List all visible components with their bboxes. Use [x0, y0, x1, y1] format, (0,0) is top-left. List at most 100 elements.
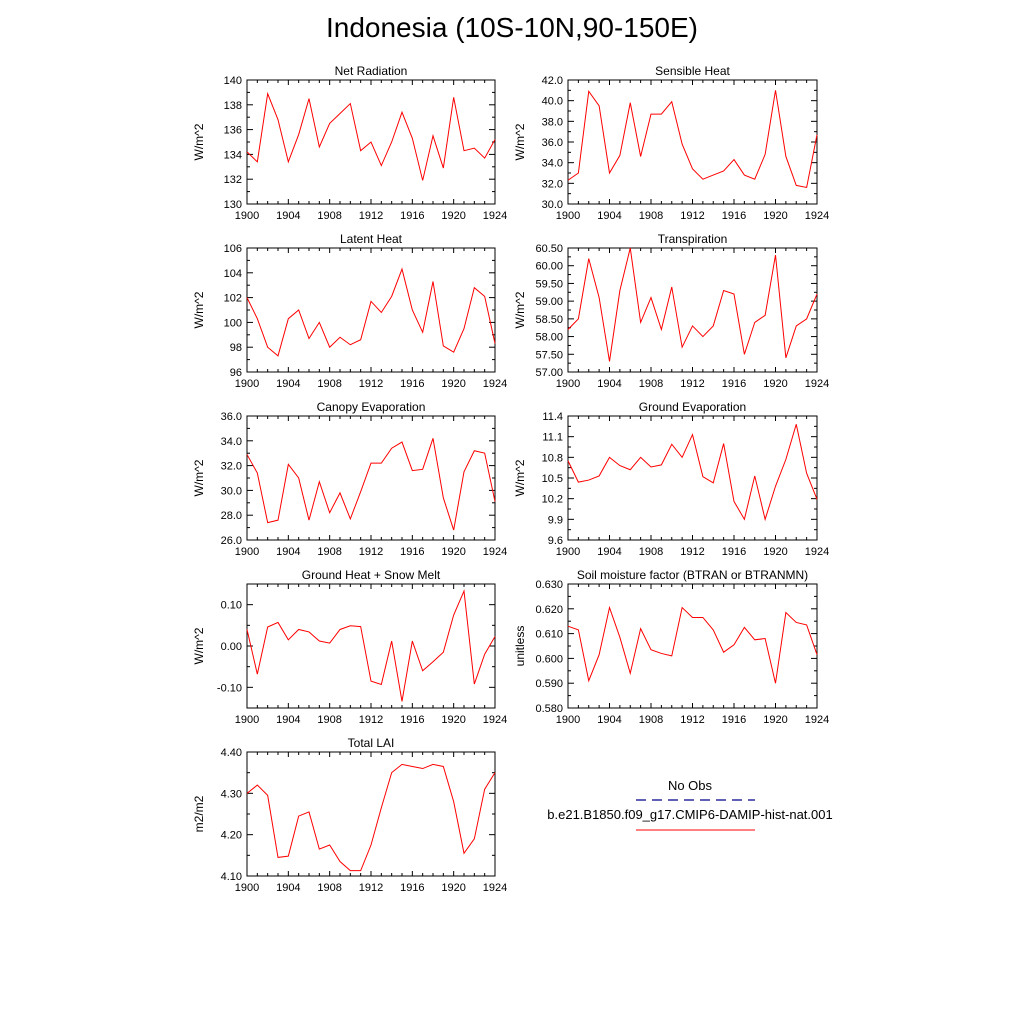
- x-tick-label: 1920: [763, 546, 787, 558]
- x-tick-label: 1912: [680, 546, 704, 558]
- x-tick-label: 1916: [400, 378, 424, 390]
- y-tick-label: 9.6: [548, 535, 563, 547]
- y-tick-label: 4.10: [221, 871, 242, 883]
- x-tick-label: 1908: [639, 378, 663, 390]
- y-tick-label: 32.0: [221, 461, 242, 473]
- y-tick-label: 40.0: [542, 96, 563, 108]
- x-tick-label: 1904: [597, 714, 621, 726]
- y-tick-label: 11.4: [542, 411, 563, 423]
- x-tick-label: 1904: [276, 882, 300, 894]
- y-tick-label: 132: [224, 174, 242, 186]
- y-tick-label: 102: [224, 293, 242, 305]
- y-tick-label: 42.0: [542, 75, 563, 87]
- y-tick-label: 0.620: [535, 604, 563, 616]
- x-tick-label: 1924: [805, 546, 829, 558]
- y-axis-label: W/m^2: [513, 459, 527, 496]
- x-tick-label: 1908: [317, 714, 341, 726]
- x-tick-label: 1916: [722, 546, 746, 558]
- series-line: [567, 247, 818, 362]
- x-tick-label: 1908: [317, 210, 341, 222]
- x-tick-label: 1912: [680, 210, 704, 222]
- x-tick-label: 1916: [400, 714, 424, 726]
- y-tick-label: 4.20: [221, 830, 242, 842]
- x-tick-label: 1924: [483, 546, 507, 558]
- y-tick-label: 34.0: [542, 158, 563, 170]
- chart-title: Ground Heat + Snow Melt: [302, 568, 441, 582]
- series-line: [567, 605, 818, 684]
- legend: No Obs b.e21.B1850.f09_g17.CMIP6-DAMIP-h…: [520, 778, 860, 848]
- x-tick-label: 1908: [639, 714, 663, 726]
- x-tick-label: 1916: [722, 378, 746, 390]
- y-tick-label: 32.0: [542, 178, 563, 190]
- x-tick-label: 1900: [235, 882, 259, 894]
- y-tick-label: 57.50: [535, 349, 563, 361]
- plot-frame: [567, 247, 818, 373]
- y-axis-label: W/m^2: [192, 459, 206, 496]
- y-tick-label: 11.1: [542, 432, 563, 444]
- x-tick-label: 1900: [556, 714, 580, 726]
- x-tick-label: 1924: [483, 210, 507, 222]
- x-tick-label: 1920: [763, 378, 787, 390]
- x-tick-label: 1912: [359, 378, 383, 390]
- legend-model-label: b.e21.B1850.f09_g17.CMIP6-DAMIP-hist-nat…: [547, 807, 833, 822]
- series-line: [567, 90, 818, 189]
- x-tick-label: 1900: [235, 714, 259, 726]
- series-line: [246, 91, 496, 181]
- y-tick-label: 59.00: [535, 296, 563, 308]
- y-tick-label: 9.9: [548, 514, 563, 526]
- chart-panel: Canopy Evaporation W/m^2 1900 1904 1908 1912 1…: [192, 400, 507, 558]
- x-tick-label: 1912: [359, 210, 383, 222]
- y-axis-label: W/m^2: [192, 627, 206, 664]
- chart-title: Canopy Evaporation: [317, 400, 426, 414]
- y-axis-label: W/m^2: [192, 291, 206, 328]
- y-tick-label: 138: [224, 100, 242, 112]
- x-tick-label: 1912: [359, 546, 383, 558]
- x-tick-label: 1900: [556, 378, 580, 390]
- plot-frame: [567, 79, 818, 205]
- x-tick-label: 1920: [441, 882, 465, 894]
- chart-panel: Transpiration W/m^2 1900 1904 1908 1912 1916 19…: [513, 232, 829, 390]
- chart-panel: Ground Evaporation W/m^2 1900 1904 1908 1912 1…: [513, 400, 829, 558]
- series-line: [246, 267, 496, 357]
- y-tick-label: 0.10: [221, 600, 242, 612]
- y-tick-label: 59.50: [535, 278, 563, 290]
- x-tick-label: 1924: [483, 882, 507, 894]
- x-tick-label: 1900: [235, 210, 259, 222]
- y-tick-label: 140: [224, 75, 242, 87]
- chart-title: Ground Evaporation: [639, 400, 746, 414]
- x-tick-label: 1924: [483, 378, 507, 390]
- y-tick-label: 58.50: [535, 314, 563, 326]
- y-tick-label: 10.2: [542, 494, 563, 506]
- chart-title: Latent Heat: [340, 232, 403, 246]
- chart-panel: Latent Heat W/m^2 1900 1904 1908 1912 1916 1920…: [192, 232, 507, 390]
- y-tick-label: 96: [230, 367, 242, 379]
- plot-frame: [567, 583, 818, 709]
- y-tick-label: 4.40: [221, 747, 242, 759]
- page-title: Indonesia (10S-10N,90-150E): [325, 12, 698, 43]
- x-tick-label: 1920: [763, 714, 787, 726]
- legend-obs-swatch: [636, 799, 755, 801]
- x-tick-label: 1924: [805, 210, 829, 222]
- y-tick-label: 0.600: [535, 653, 563, 665]
- x-tick-label: 1912: [359, 882, 383, 894]
- chart-title: Transpiration: [658, 232, 728, 246]
- x-tick-label: 1920: [441, 714, 465, 726]
- chart-title: Total LAI: [348, 736, 395, 750]
- x-tick-label: 1916: [400, 882, 424, 894]
- y-tick-label: 0.630: [535, 579, 563, 591]
- x-tick-label: 1908: [639, 210, 663, 222]
- y-tick-label: 106: [224, 243, 242, 255]
- y-tick-label: 134: [224, 149, 242, 161]
- x-tick-label: 1908: [639, 546, 663, 558]
- y-tick-label: 28.0: [221, 510, 242, 522]
- chart-panel: Soil moisture factor (BTRAN or BTRANMN) u…: [513, 568, 829, 726]
- x-tick-label: 1920: [441, 210, 465, 222]
- x-tick-label: 1904: [597, 546, 621, 558]
- legend-model-swatch: [636, 829, 755, 831]
- plot-frame: [246, 247, 496, 373]
- x-tick-label: 1900: [235, 378, 259, 390]
- y-axis-label: W/m^2: [513, 123, 527, 160]
- x-tick-label: 1924: [805, 378, 829, 390]
- x-tick-label: 1916: [400, 210, 424, 222]
- x-tick-label: 1912: [680, 714, 704, 726]
